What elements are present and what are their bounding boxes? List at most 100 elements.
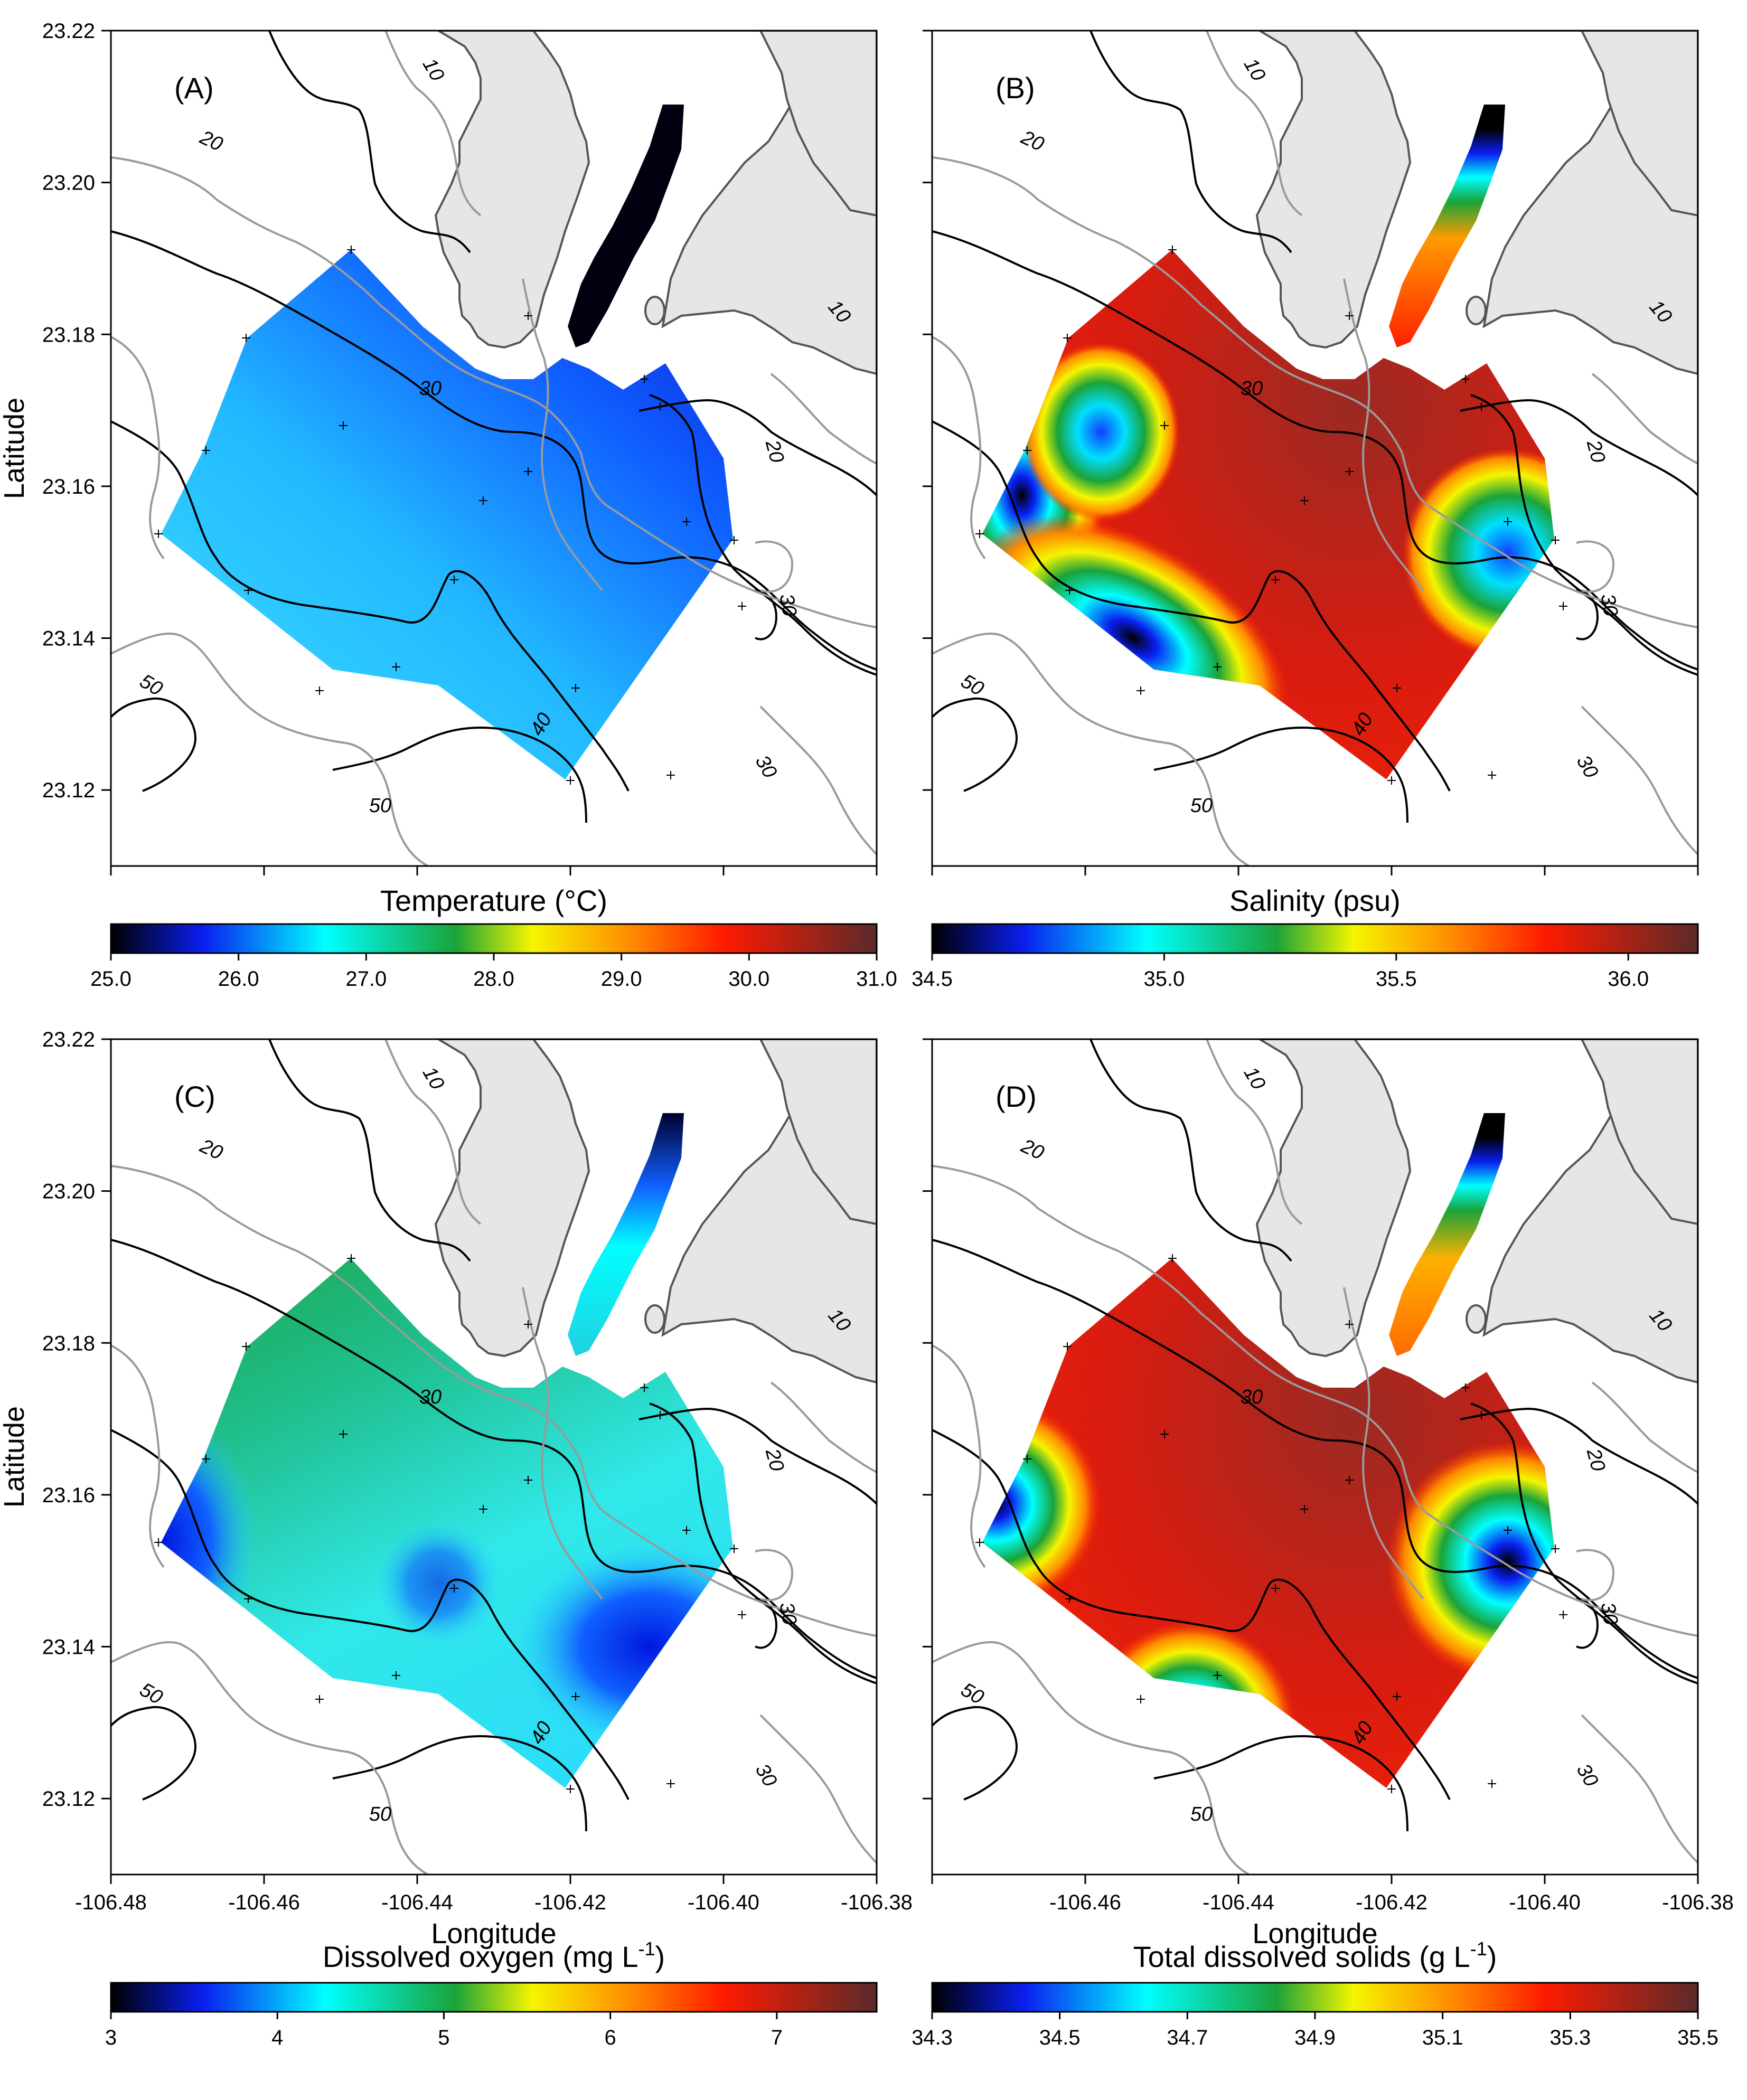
- station-marker: [1065, 1595, 1074, 1603]
- station-marker: [1271, 1584, 1280, 1593]
- bathymetry-contour: [268, 1039, 471, 1262]
- colorbar-title-end: ): [1487, 1940, 1497, 1973]
- bathymetry-contour: [268, 31, 471, 253]
- panel-label: (C): [174, 1080, 215, 1113]
- x-tick-label: -106.38: [841, 1891, 913, 1914]
- bathymetry-contour: [932, 697, 1018, 792]
- x-tick-label: -106.44: [381, 1891, 453, 1914]
- colorbar-tick-label: 6: [605, 2026, 616, 2049]
- station-marker: [242, 334, 250, 342]
- bathymetry-contour-grey: [111, 1344, 165, 1568]
- plot-frame: [110, 30, 878, 867]
- station-marker: [1213, 663, 1222, 671]
- x-tick-label: -106.44: [1203, 1891, 1274, 1914]
- contour-label: 30: [419, 378, 442, 400]
- station-marker: [154, 1538, 163, 1547]
- bathymetry-contour-grey: [1206, 31, 1303, 216]
- contour-label: 50: [369, 795, 391, 817]
- bathymetry-contour-grey: [1591, 1381, 1698, 1473]
- bathymetry-contour: [111, 1706, 197, 1801]
- colorbar-tick-label: 35.0: [1143, 967, 1185, 991]
- station-marker: [1271, 576, 1280, 584]
- panel-label: (D): [995, 1080, 1037, 1113]
- bathymetry-contour: [1470, 394, 1698, 676]
- bathymetry-contour-grey: [1343, 1287, 1424, 1600]
- colorbar-title: Salinity (psu): [1229, 884, 1401, 917]
- colorbar-tick-label: 35.5: [1376, 967, 1417, 991]
- colorbar-tick-label: 34.5: [1039, 2026, 1081, 2049]
- land-peninsula: [434, 1039, 590, 1358]
- station-marker: [524, 1320, 532, 1329]
- station-marker: [1023, 446, 1031, 455]
- station-marker: [450, 1584, 458, 1593]
- bathymetry-contour: [755, 589, 778, 641]
- station-marker: [1488, 771, 1496, 779]
- bathymetry-contour-grey: [755, 540, 794, 593]
- bathymetry-contour: [111, 420, 630, 792]
- colorbar-title-sup: -1: [1470, 1938, 1487, 1960]
- station-marker: [1137, 1695, 1145, 1703]
- x-tick-label: -106.42: [1356, 1891, 1427, 1914]
- y-tick-label: 23.12: [42, 1787, 95, 1811]
- station-marker: [640, 375, 649, 383]
- station-marker: [1488, 1779, 1496, 1788]
- panel-a: 10203010205040303050(A)23.1223.1423.1623…: [0, 20, 878, 875]
- station-marker: [154, 530, 163, 538]
- station-marker: [1300, 1505, 1309, 1513]
- station-marker: [1168, 246, 1177, 254]
- station-marker: [1461, 375, 1470, 383]
- contour-label: 30: [419, 1386, 442, 1408]
- islet: [1466, 1304, 1487, 1334]
- bathymetry-contour: [649, 1402, 877, 1684]
- islet: [644, 1304, 665, 1334]
- station-marker: [666, 1779, 675, 1788]
- colorbar-title-text: Dissolved oxygen (mg L: [323, 1940, 638, 1973]
- station-marker: [571, 684, 580, 692]
- navigation-channel: [568, 105, 684, 347]
- station-marker: [315, 1695, 324, 1703]
- x-tick-label: -106.48: [75, 1891, 147, 1914]
- station-marker: [479, 1505, 487, 1513]
- bathymetry-contour: [932, 1239, 1698, 1679]
- station-marker: [524, 1476, 532, 1484]
- bathymetry-contour-grey: [1343, 278, 1424, 591]
- panels: 10203010205040303050(A)23.1223.1423.1623…: [0, 20, 1734, 1950]
- low-salinity-northwest: [1022, 342, 1180, 522]
- colorbar-title: Total dissolved solids (g L-1): [1133, 1938, 1497, 1973]
- station-marker: [1160, 421, 1169, 430]
- bathymetry-contour-grey: [932, 633, 1250, 866]
- station-marker: [1393, 684, 1401, 692]
- bathymetry-contour-grey: [1576, 1549, 1615, 1602]
- colorbars: Temperature (°C) 25.0 26.0 27.0 28.0 29.0 30.0…: [90, 884, 1718, 2049]
- station-marker: [1345, 467, 1354, 476]
- colorbar-tick-label: 34.7: [1167, 2026, 1208, 2049]
- colorbar-title-text: Salinity (psu): [1229, 884, 1401, 917]
- station-marker: [738, 602, 746, 610]
- bathymetry-contour-grey: [111, 156, 877, 628]
- station-marker: [479, 496, 487, 505]
- station-marker: [450, 576, 458, 584]
- station-marker: [1551, 536, 1560, 544]
- colorbar-tick-label: 36.0: [1608, 967, 1649, 991]
- station-marker: [1387, 1785, 1396, 1793]
- land-peninsula: [1255, 1039, 1412, 1358]
- bathymetry-contour: [1153, 1735, 1408, 1832]
- colorbar-tick-label: 35.5: [1677, 2026, 1718, 2049]
- bathymetry-contour-grey: [384, 31, 482, 216]
- colorbar-tick-label: 3: [105, 2026, 117, 2049]
- bathymetry-contour-grey: [111, 1641, 428, 1875]
- station-marker: [656, 1411, 664, 1419]
- station-marker: [1477, 1411, 1486, 1419]
- station-marker: [1345, 1476, 1354, 1484]
- colorbar-tick-label: 31.0: [856, 967, 897, 991]
- bathymetry-contour: [1576, 589, 1599, 641]
- station-marker: [566, 776, 575, 785]
- station-marker: [315, 686, 324, 695]
- bathymetry-contour: [111, 1239, 877, 1679]
- colorbar-title-end: ): [655, 1940, 665, 1973]
- contour-label: 30: [1596, 592, 1622, 618]
- x-tick-label: -106.46: [1049, 1891, 1121, 1914]
